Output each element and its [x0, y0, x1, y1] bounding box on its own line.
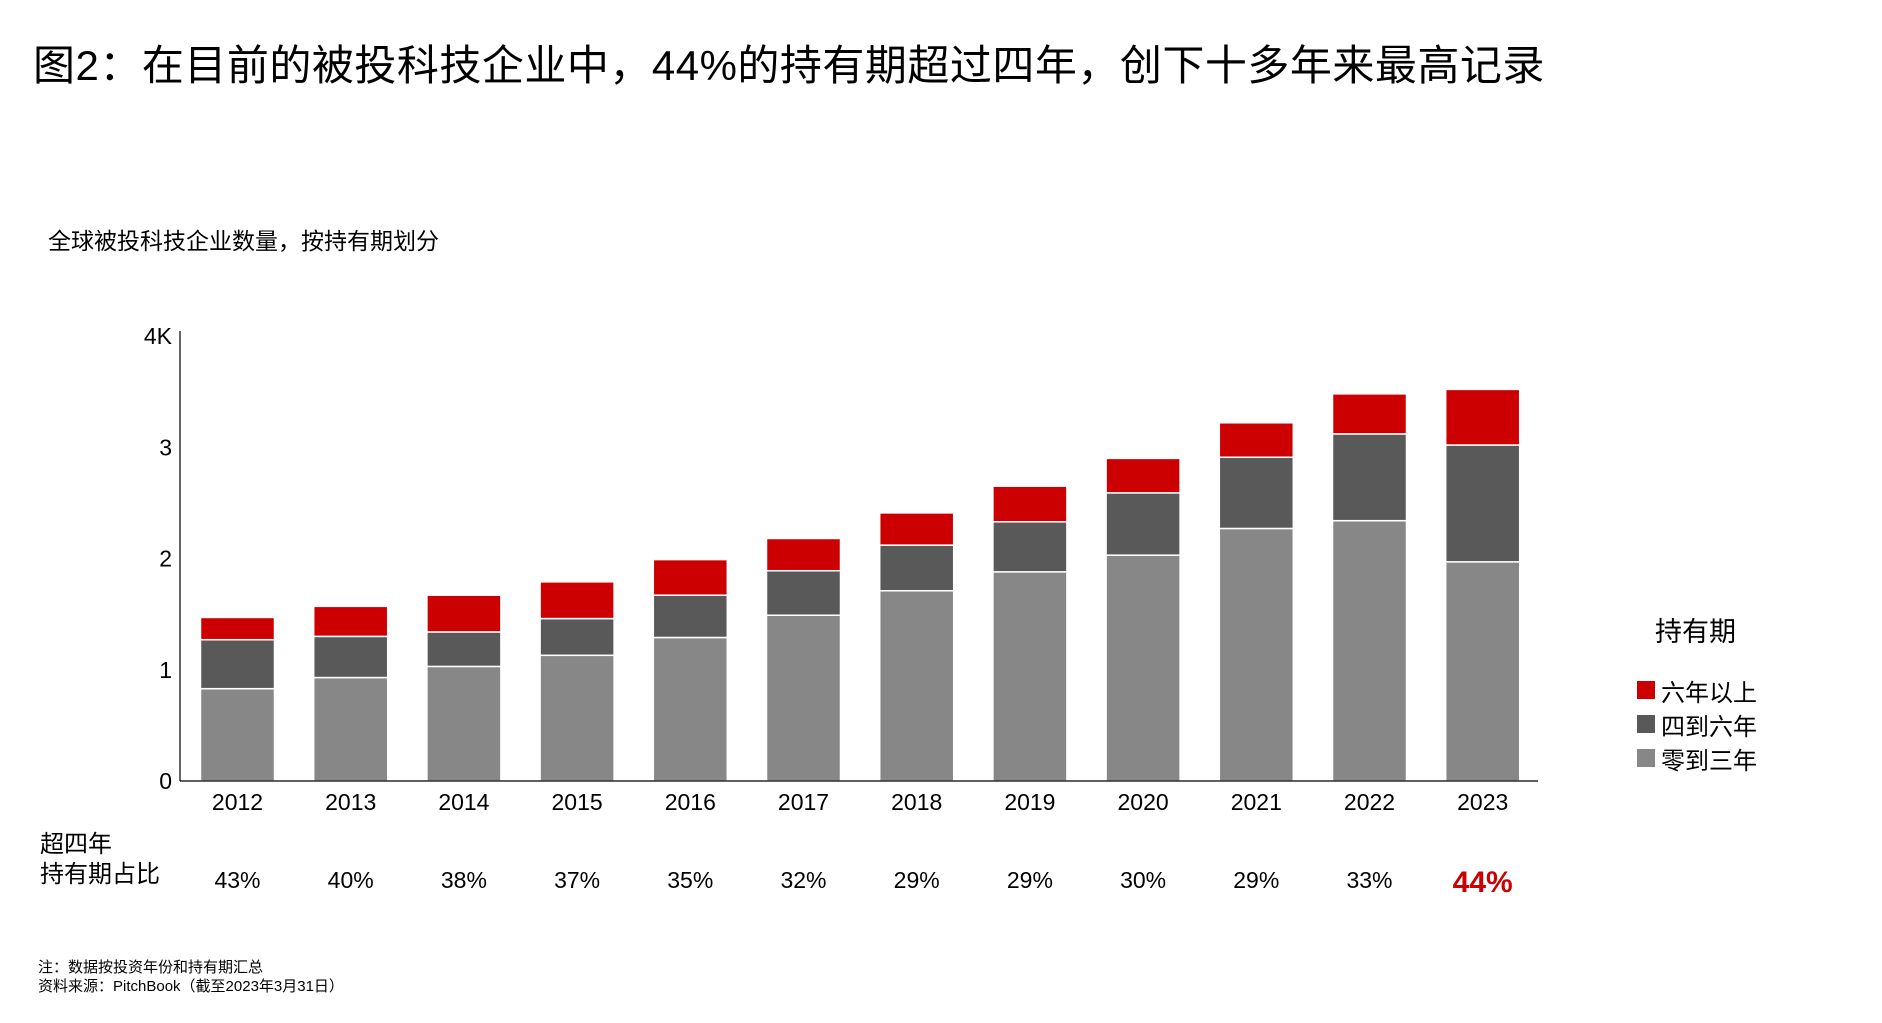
legend-item-six-plus: 六年以上 [1637, 673, 1757, 707]
legend-swatch-six-plus [1637, 681, 1655, 699]
bar-2017-series-0 [765, 614, 842, 782]
x-tick-label-2023: 2023 [1457, 789, 1508, 815]
bar-2019-series-0 [992, 571, 1068, 782]
bar-2014-series-1 [426, 631, 502, 668]
footnote-note: 注：数据按投资年份和持有期汇总 [38, 959, 264, 976]
bar-2021-series-1 [1218, 456, 1295, 530]
bar-2013-series-2 [312, 605, 389, 638]
footnote-source: 资料来源：PitchBook（截至2023年3月31日） [38, 978, 344, 995]
legend: 持有期 六年以上 四到六年 零到三年 [1637, 610, 1757, 775]
share-value-2014: 38% [441, 867, 487, 893]
share-value-2018: 29% [894, 867, 940, 893]
x-tick-label-2021: 2021 [1231, 789, 1282, 815]
bar-2012-series-2 [199, 616, 276, 641]
bar-2022-series-1 [1331, 433, 1408, 522]
bar-2012-series-1 [199, 638, 276, 690]
bar-2023-series-0 [1444, 561, 1521, 782]
y-tick-label-3: 3 [159, 434, 172, 460]
share-value-2020: 30% [1120, 867, 1166, 893]
x-tick-label-2022: 2022 [1344, 789, 1395, 815]
bar-2016-series-0 [652, 636, 729, 782]
share-value-2023: 44% [1453, 866, 1513, 899]
chart-subtitle: 全球被投科技企业数量，按持有期划分 [48, 228, 439, 254]
bar-2017-series-2 [765, 537, 842, 572]
bar-2021-series-0 [1218, 527, 1295, 782]
share-value-2022: 33% [1346, 867, 1392, 893]
bar-2014-series-2 [426, 594, 502, 633]
share-value-2019: 29% [1007, 867, 1053, 893]
x-tick-label-2020: 2020 [1118, 789, 1169, 815]
legend-item-zero-to-three: 零到三年 [1637, 741, 1757, 775]
bar-2018-series-1 [878, 544, 955, 592]
legend-label-zero-to-three: 零到三年 [1661, 747, 1757, 775]
bar-2020-series-0 [1105, 554, 1181, 782]
y-tick-label-0: 0 [159, 768, 172, 794]
bar-2018-series-2 [878, 512, 955, 546]
bar-2022-series-0 [1331, 519, 1408, 782]
bar-2023-series-2 [1444, 388, 1521, 446]
share-value-2012: 43% [214, 867, 260, 893]
bar-2020-series-2 [1105, 457, 1181, 494]
bar-2012-series-0 [199, 687, 276, 782]
x-tick-label-2013: 2013 [325, 789, 376, 815]
bar-2015-series-1 [539, 617, 615, 657]
x-tick-label-2019: 2019 [1004, 789, 1055, 815]
legend-item-four-to-six: 四到六年 [1637, 707, 1757, 741]
share-value-2017: 32% [780, 867, 826, 893]
bar-2019-series-1 [992, 521, 1068, 573]
share-row-label-line1: 超四年 [40, 831, 112, 858]
bar-2020-series-1 [1105, 492, 1181, 556]
page-title: 图2：在目前的被投科技企业中，44%的持有期超过四年，创下十多年来最高记录 [33, 42, 1545, 89]
bar-2018-series-0 [878, 590, 955, 782]
y-tick-label-1: 1 [159, 657, 172, 683]
x-tick-label-2012: 2012 [212, 789, 263, 815]
legend-swatch-four-to-six [1637, 715, 1655, 733]
bar-2015-series-0 [539, 654, 615, 782]
x-tick-label-2015: 2015 [552, 789, 603, 815]
legend-title: 持有期 [1655, 617, 1736, 647]
share-row-label: 超四年 持有期占比 [40, 830, 160, 890]
bar-2013-series-0 [312, 676, 389, 782]
share-value-2016: 35% [667, 867, 713, 893]
share-value-2021: 29% [1233, 867, 1279, 893]
bar-2017-series-1 [765, 569, 842, 616]
bar-2023-series-1 [1444, 444, 1521, 563]
bar-2022-series-2 [1331, 393, 1408, 435]
x-tick-label-2018: 2018 [891, 789, 942, 815]
legend-label-four-to-six: 四到六年 [1661, 713, 1757, 741]
share-value-2013: 40% [328, 867, 374, 893]
bar-2015-series-2 [539, 581, 615, 620]
x-tick-label-2014: 2014 [438, 789, 489, 815]
bar-2021-series-2 [1218, 422, 1295, 459]
x-tick-label-2017: 2017 [778, 789, 829, 815]
legend-swatch-zero-to-three [1637, 749, 1655, 767]
y-tick-label-4: 4K [144, 323, 173, 349]
bar-2019-series-2 [992, 485, 1068, 523]
bar-2013-series-1 [312, 635, 389, 679]
share-row-label-line2: 持有期占比 [40, 861, 160, 888]
legend-label-six-plus: 六年以上 [1661, 679, 1757, 707]
bar-2016-series-1 [652, 594, 729, 639]
bar-2014-series-0 [426, 665, 502, 782]
share-value-2015: 37% [554, 867, 600, 893]
y-tick-label-2: 2 [159, 546, 172, 572]
footnotes: 注：数据按投资年份和持有期汇总 资料来源：PitchBook（截至2023年3月… [38, 958, 344, 996]
bar-2016-series-2 [652, 558, 729, 596]
x-tick-label-2016: 2016 [665, 789, 716, 815]
